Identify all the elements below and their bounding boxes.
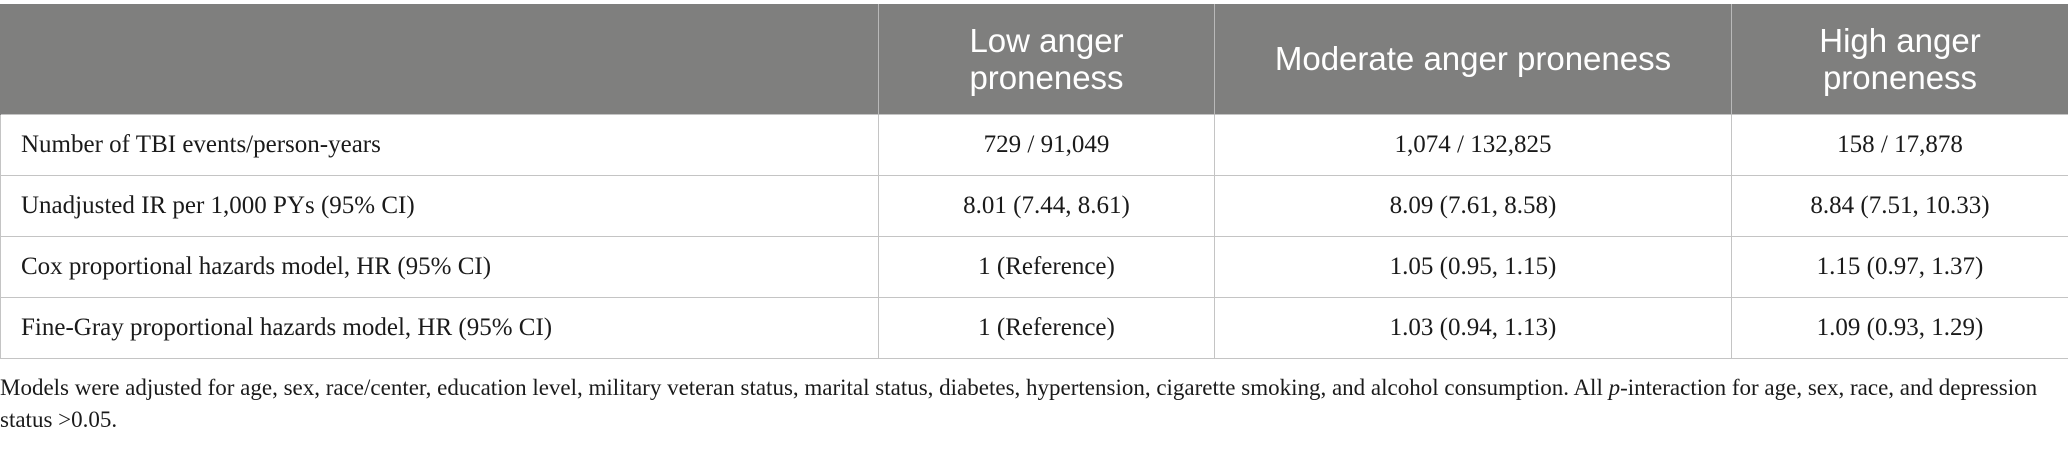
row-label: Unadjusted IR per 1,000 PYs (95% CI) [0,174,879,237]
row-label: Number of TBI events/person-years [0,113,879,176]
row-label: Fine-Gray proportional hazards model, HR… [0,296,879,359]
table-cell: 1 (Reference) [878,235,1215,298]
table-row: Number of TBI events/person-years 729 / … [0,113,2068,176]
table-cell: 1.05 (0.95, 1.15) [1214,235,1732,298]
header-cell-empty [0,4,879,114]
header-moderate-anger: Moderate anger proneness [1214,4,1732,114]
results-table: Low anger proneness Moderate anger prone… [0,4,2068,359]
footnote-italic-p: p [1608,375,1621,400]
footnote-text-part2: -interaction for age, sex, race, and dep… [0,375,2038,432]
table-cell: 158 / 17,878 [1731,113,2068,176]
table-cell: 1.09 (0.93, 1.29) [1731,296,2068,359]
footnote-text-part1: Models were adjusted for age, sex, race/… [0,375,1609,400]
table-footnote: Models were adjusted for age, sex, race/… [0,372,2060,436]
table-cell: 1.03 (0.94, 1.13) [1214,296,1732,359]
header-high-anger: High anger proneness [1731,4,2068,114]
table-header-row: Low anger proneness Moderate anger prone… [0,4,2068,114]
table-row: Fine-Gray proportional hazards model, HR… [0,296,2068,359]
table-cell: 8.84 (7.51, 10.33) [1731,174,2068,237]
results-table-container: Low anger proneness Moderate anger prone… [0,4,2068,359]
table-row: Unadjusted IR per 1,000 PYs (95% CI) 8.0… [0,174,2068,237]
table-cell: 1,074 / 132,825 [1214,113,1732,176]
table-cell: 1 (Reference) [878,296,1215,359]
table-cell: 1.15 (0.97, 1.37) [1731,235,2068,298]
table-cell: 8.01 (7.44, 8.61) [878,174,1215,237]
header-low-anger: Low anger proneness [878,4,1215,114]
table-cell: 729 / 91,049 [878,113,1215,176]
table-row: Cox proportional hazards model, HR (95% … [0,235,2068,298]
table-cell: 8.09 (7.61, 8.58) [1214,174,1732,237]
row-label: Cox proportional hazards model, HR (95% … [0,235,879,298]
